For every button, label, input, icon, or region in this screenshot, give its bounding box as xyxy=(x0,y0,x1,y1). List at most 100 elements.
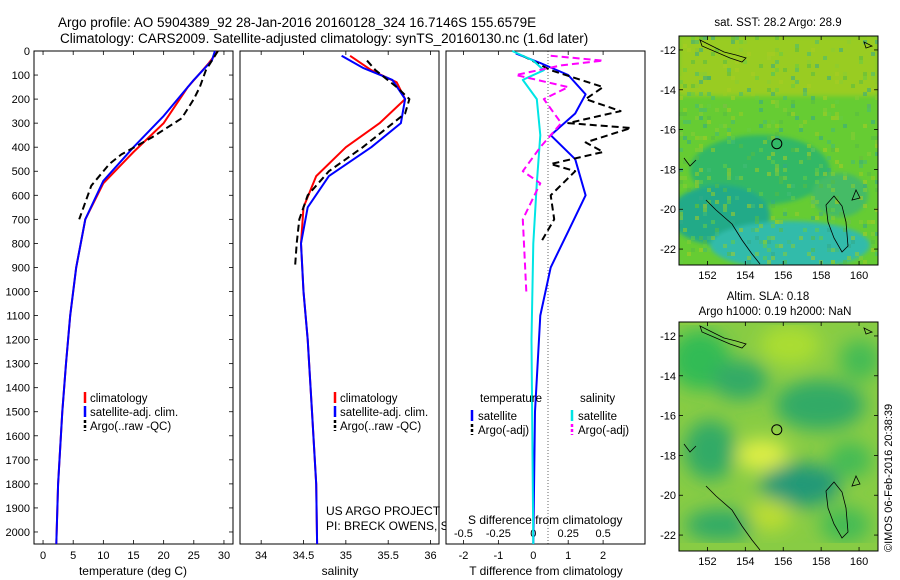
sst-pixel xyxy=(771,92,775,96)
sst-pixel xyxy=(799,128,803,132)
sst-pixel xyxy=(687,120,691,124)
sst-pixel xyxy=(867,36,871,40)
sst-pixel xyxy=(735,36,739,40)
sst-pixel xyxy=(811,248,815,252)
temperature-series-line xyxy=(78,50,219,220)
depth-tick-label: 700 xyxy=(12,214,30,226)
sst-pixel xyxy=(775,136,779,140)
sst-pixel xyxy=(875,136,878,140)
sst-pixel xyxy=(871,240,875,244)
sst-pixel xyxy=(843,176,847,180)
sst-pixel xyxy=(771,252,775,256)
sst-pixel xyxy=(691,236,695,240)
sst-pixel xyxy=(771,224,775,228)
sst-pixel xyxy=(851,240,855,244)
sst-pixel xyxy=(851,184,855,188)
sst-pixel xyxy=(715,184,719,188)
sst-pixel xyxy=(703,108,707,112)
sst-pixel xyxy=(803,56,807,60)
sst-pixel xyxy=(863,160,867,164)
sst-pixel xyxy=(687,188,691,192)
sst-pixel xyxy=(831,148,835,152)
sst-pixel xyxy=(783,168,787,172)
sst-pixel xyxy=(751,52,755,56)
sst-pixel xyxy=(839,212,843,216)
sst-field xyxy=(679,36,878,265)
sst-pixel xyxy=(679,96,683,100)
sst-pixel xyxy=(775,192,779,196)
sst-pixel xyxy=(807,156,811,160)
sst-pixel xyxy=(707,68,711,72)
sst-pixel xyxy=(687,140,691,144)
sst-pixel xyxy=(835,100,839,104)
salinity-xlabel: salinity xyxy=(322,564,359,578)
sst-pixel xyxy=(731,252,735,256)
sst-pixel xyxy=(827,40,831,44)
sst-pixel xyxy=(715,48,719,52)
sst-y-tick-label: -18 xyxy=(660,164,676,176)
sst-pixel xyxy=(799,236,803,240)
sst-pixel xyxy=(703,224,707,228)
sst-pixel xyxy=(791,244,795,248)
sst-pixel xyxy=(783,96,787,100)
sst-pixel xyxy=(807,64,811,68)
sst-pixel xyxy=(727,200,731,204)
sst-pixel xyxy=(747,52,751,56)
sst-pixel xyxy=(763,120,767,124)
sst-pixel xyxy=(875,188,878,192)
sst-noise xyxy=(679,36,878,265)
sst-pixel xyxy=(843,172,847,176)
sst-pixel xyxy=(699,116,703,120)
sst-pixel xyxy=(827,168,831,172)
salinity-lines xyxy=(294,54,411,545)
sst-pixel xyxy=(835,80,839,84)
sst-pixel xyxy=(863,40,867,44)
depth-tick-label: 1500 xyxy=(6,407,30,419)
sst-pixel xyxy=(759,224,763,228)
sst-pixel xyxy=(803,92,807,96)
sst-pixel xyxy=(695,84,699,88)
sst-pixel xyxy=(807,84,811,88)
sst-map-panel: sat. SST: 28.2 Argo: 28.9 152 154 156 158 16… xyxy=(660,17,879,282)
sst-pixel xyxy=(871,52,875,56)
sst-pixel xyxy=(759,204,763,208)
sst-pixel xyxy=(747,240,751,244)
difference-x-tick-label: -1 xyxy=(493,550,503,562)
sst-pixel xyxy=(871,232,875,236)
sst-pixel xyxy=(859,160,863,164)
sst-pixel xyxy=(703,212,707,216)
sla-y-tick-label: -20 xyxy=(660,490,676,502)
sst-pixel xyxy=(739,228,743,232)
sst-pixel xyxy=(783,176,787,180)
sst-pixel xyxy=(695,104,699,108)
temperature-panel: 0100200300400500600700800900100011001200… xyxy=(6,46,645,578)
sst-pixel xyxy=(727,64,731,68)
sst-pixel xyxy=(831,180,835,184)
sst-pixel xyxy=(835,196,839,200)
sst-pixel xyxy=(727,68,731,72)
sst-pixel xyxy=(727,136,731,140)
sst-pixel xyxy=(855,96,859,100)
sst-pixel xyxy=(839,48,843,52)
sst-pixel xyxy=(691,36,695,40)
sst-pixel xyxy=(695,136,699,140)
sst-pixel xyxy=(727,172,731,176)
sst-pixel xyxy=(875,232,878,236)
sst-pixel xyxy=(863,224,867,228)
depth-tick-label: 200 xyxy=(12,94,30,106)
sst-pixel xyxy=(755,228,759,232)
sst-pixel xyxy=(735,80,739,84)
sst-pixel xyxy=(719,124,723,128)
sst-pixel xyxy=(755,216,759,220)
sst-pixel xyxy=(707,168,711,172)
sst-pixel xyxy=(835,200,839,204)
sst-pixel xyxy=(691,60,695,64)
sst-pixel xyxy=(795,212,799,216)
sst-pixel xyxy=(827,156,831,160)
sla-axis-ticks: 152 154 156 158 160 -12 -14 -16 -18 -20 -22 xyxy=(660,322,878,568)
temperature-x-tick-label: 0 xyxy=(40,550,46,562)
sst-pixel xyxy=(723,164,727,168)
salinity-legend: climatology satellite-adj. clim. Argo(..ra… xyxy=(333,392,428,433)
sst-pixel xyxy=(831,144,835,148)
sst-pixel xyxy=(811,96,815,100)
